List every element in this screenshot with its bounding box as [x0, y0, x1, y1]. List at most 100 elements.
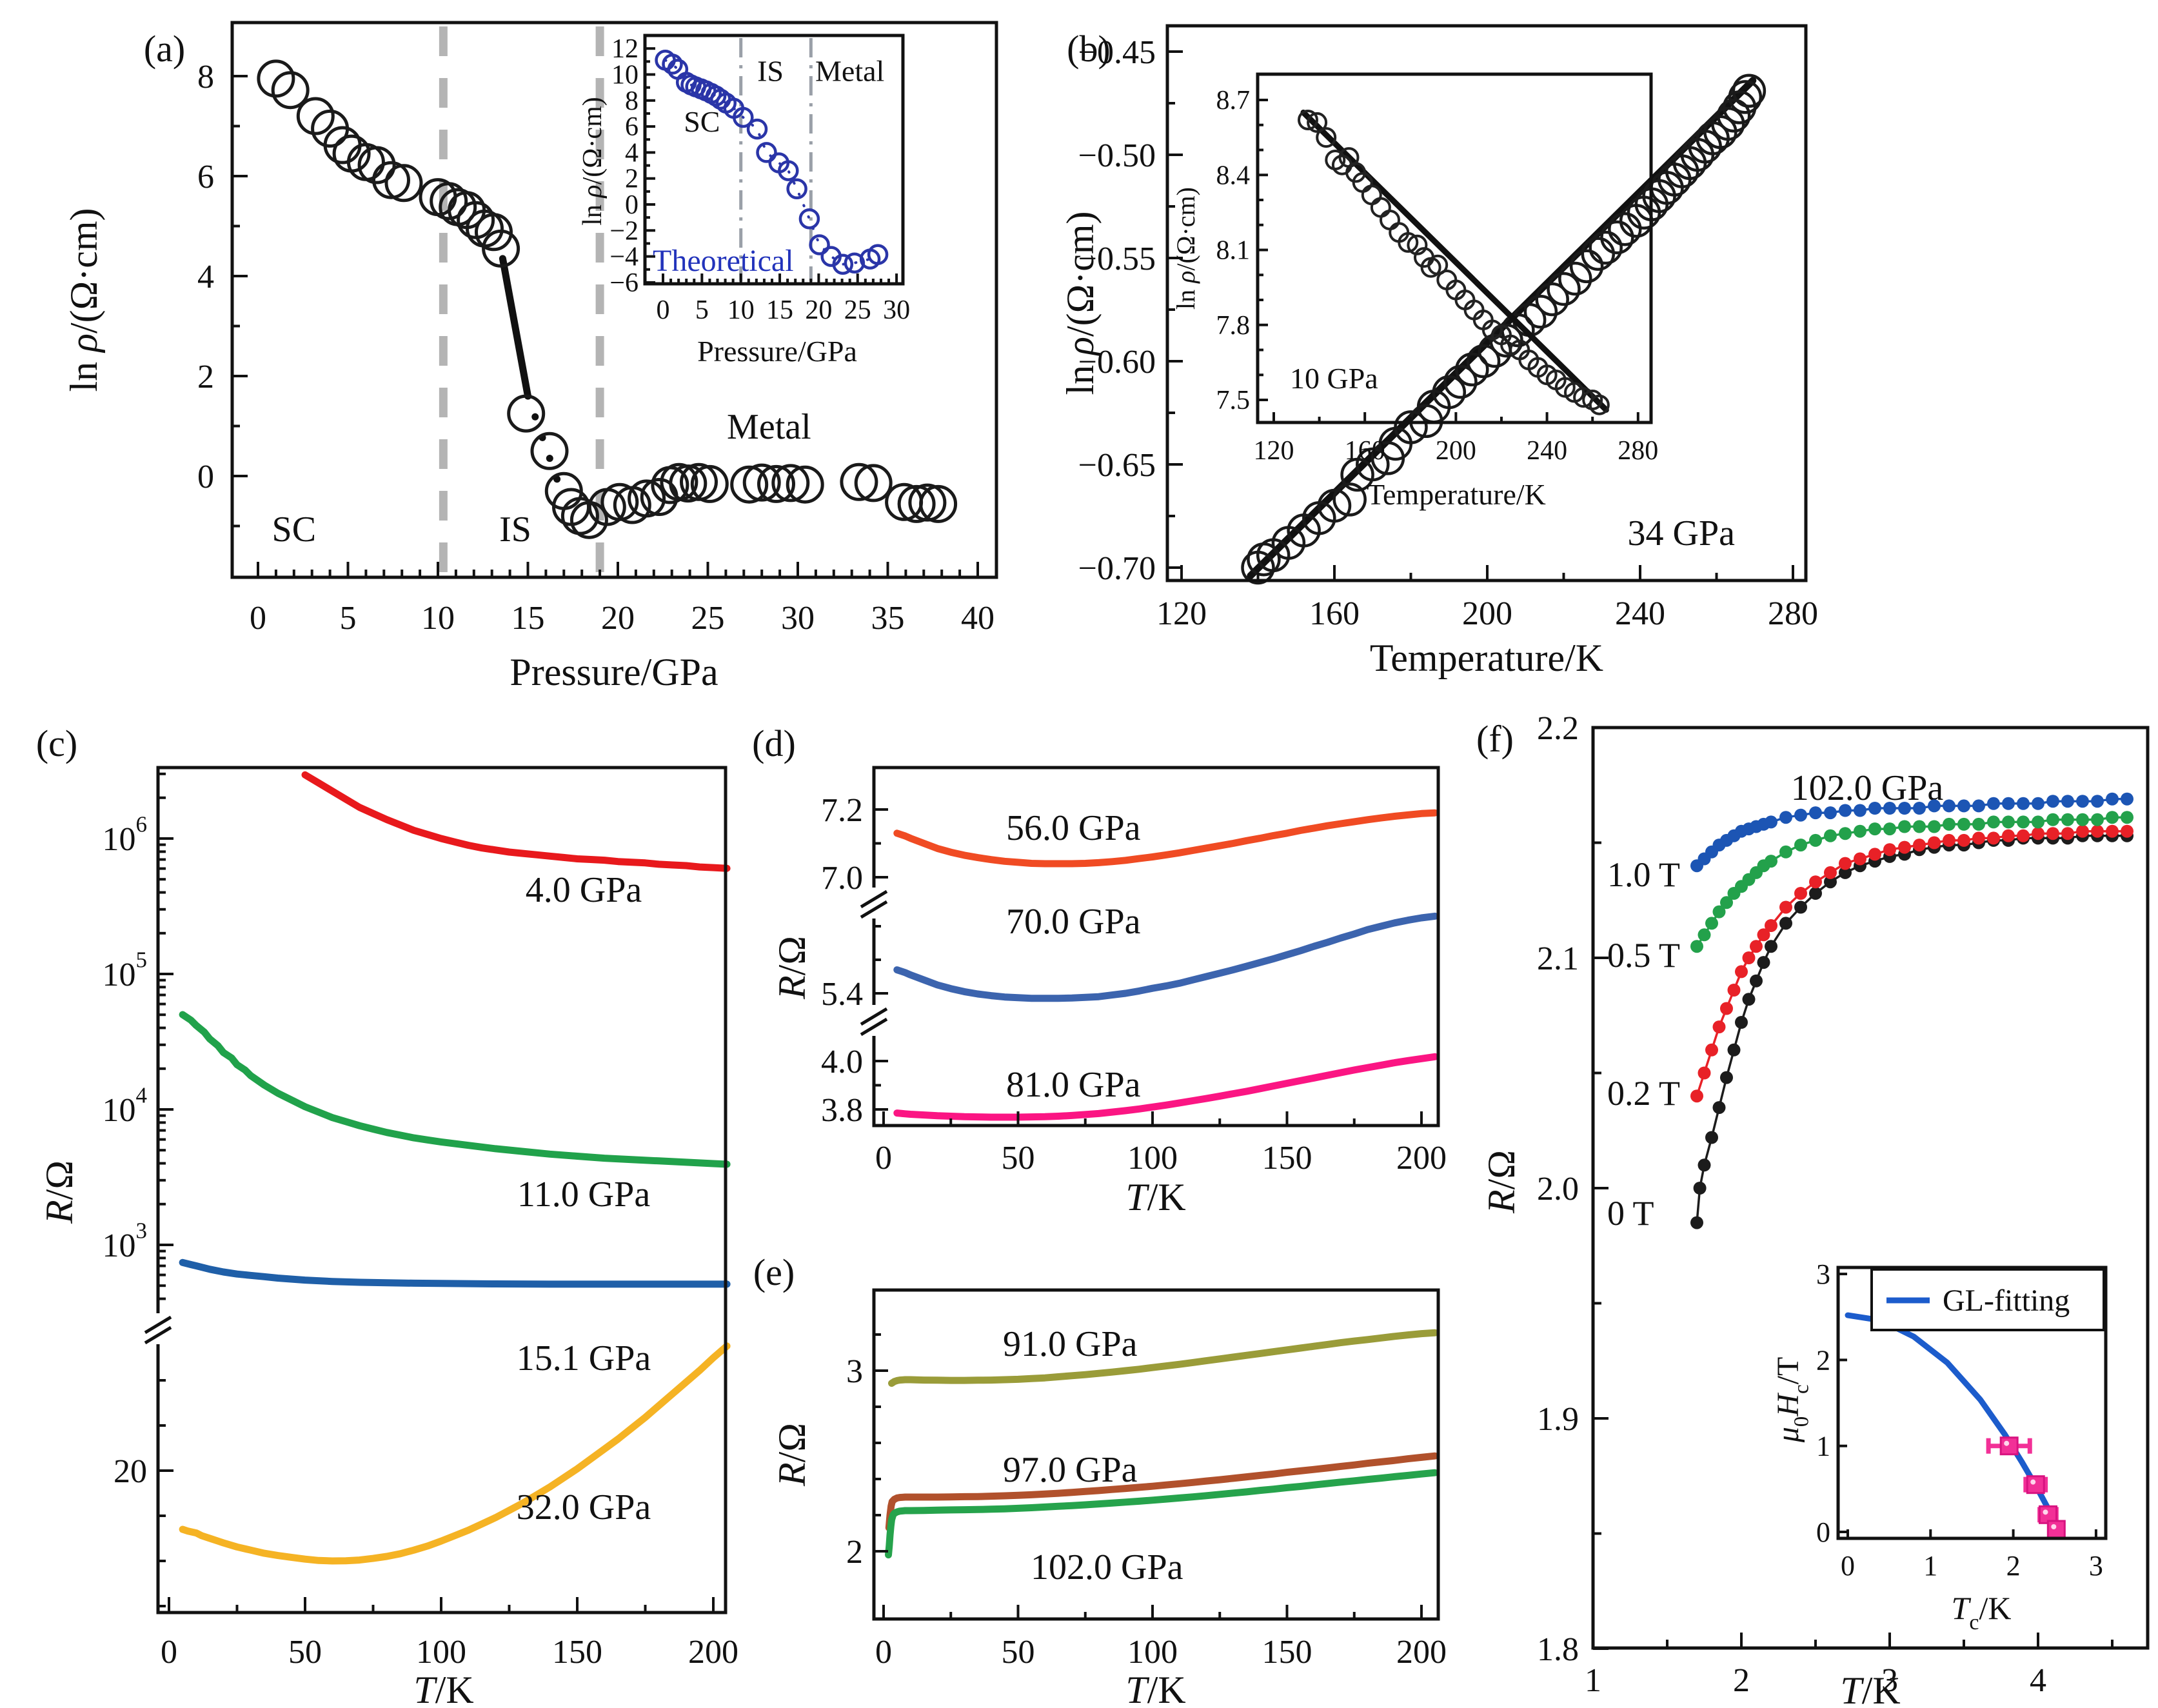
field-label-0.5T: 0.5 T — [1607, 936, 1680, 975]
y-tick-label: 0 — [197, 459, 214, 495]
hc-data-points — [1986, 1436, 2066, 1539]
series-0.2T — [1690, 824, 2133, 1103]
series-label-81gpa: 81.0 GPa — [1006, 1065, 1141, 1105]
plot-frame — [1256, 72, 1653, 424]
y-axis-label: ln ρ/(Ω·cm) — [63, 208, 105, 392]
inset-y-tick: 4 — [625, 138, 638, 168]
y-tick-label: −0.70 — [1078, 550, 1156, 587]
y-tick-label: 4 — [197, 259, 214, 295]
x-axis-label: T/K — [1125, 1669, 1185, 1708]
inset-y-tick: 8.7 — [1216, 86, 1251, 115]
panel-c: (c) 0 50 100 150 200 106 105 104 103 20 R/Ω T/K 4.0 G… — [36, 722, 738, 1708]
series-70-gpa — [893, 912, 1439, 1002]
x-tick-label: 0 — [250, 600, 266, 637]
inset-y-tick: 8.4 — [1216, 161, 1251, 190]
x-tick-label: 150 — [1262, 1140, 1312, 1177]
panel-e: (e) 0 50 100 150 200 3 2 R/Ω T/K 91.0 GPa 97.0 GPa 1… — [753, 1251, 1447, 1708]
series-102-gpa — [885, 1469, 1439, 1559]
connector-0T — [1696, 835, 2128, 1224]
y-tick-label: 8 — [197, 59, 214, 95]
inset-x-label: Pressure/GPa — [697, 335, 857, 368]
x-axis-label: T/K — [413, 1669, 473, 1708]
x-tick-label: 200 — [1396, 1140, 1447, 1177]
panel-d: (d) 0 50 100 150 200 7.2 7.0 5.4 4.0 3.8 R/Ω T/K 56.0… — [752, 722, 1447, 1218]
x-tick-label: 1 — [1585, 1662, 1601, 1699]
y-tick-label: 2.1 — [1537, 940, 1579, 977]
inset-theoretical-points — [655, 50, 889, 275]
panel-tag-b: (b) — [1067, 28, 1111, 70]
x-tick-label: 150 — [1262, 1634, 1312, 1671]
x-tick-label: 100 — [1127, 1634, 1178, 1671]
y-tick-label: 5.4 — [821, 976, 863, 1013]
y-tick-label: −0.45 — [1078, 34, 1156, 71]
inset-y-label: ln ρ/(Ω·cm) — [578, 97, 608, 226]
x-tick-label: 0 — [161, 1634, 177, 1671]
region-label-metal: Metal — [727, 407, 811, 447]
inset-series-10gpa — [1298, 110, 1610, 415]
series-1.0T — [1690, 792, 2133, 873]
series-label-15gpa: 15.1 GPa — [517, 1338, 651, 1378]
series-label-32gpa: 32.0 GPa — [517, 1487, 651, 1527]
legend-label-gl-fitting: GL-fitting — [1943, 1284, 2070, 1318]
x-tick-label: 120 — [1156, 595, 1207, 632]
series-experimental — [257, 59, 958, 539]
y-tick-label: 2.0 — [1537, 1171, 1579, 1207]
y-tick-10e3: 103 — [103, 1218, 148, 1264]
inset-y-tick: 3 — [1816, 1258, 1830, 1290]
inset-x-tick: 0 — [657, 295, 670, 325]
inset-y-tick: −4 — [609, 243, 638, 272]
trend-solid — [499, 255, 531, 400]
x-tick-label: 0 — [875, 1634, 892, 1671]
y-tick-label: 2 — [846, 1534, 863, 1571]
inset-x-tick: 240 — [1527, 436, 1567, 466]
inset-theoretical-label: Theoretical — [653, 244, 794, 278]
inset-x-tick: 200 — [1436, 436, 1476, 466]
inset-y-tick: 6 — [625, 112, 638, 142]
y-tick-20: 20 — [114, 1453, 147, 1490]
y-tick-10e5: 105 — [103, 947, 148, 993]
inset-region-sc: SC — [684, 105, 720, 138]
inset-y-tick: 10 — [611, 61, 638, 90]
x-tick-label: 10 — [421, 600, 455, 637]
x-tick-label: 35 — [871, 600, 905, 637]
inset-x-label: Tc/K — [1952, 1590, 2012, 1634]
series-label-91gpa: 91.0 GPa — [1003, 1324, 1138, 1364]
series-4-gpa — [301, 771, 731, 872]
x-tick-label: 200 — [1462, 595, 1512, 632]
panel-f: (f) 102.0 GPa 1 2 3 4 2.2 2.1 2.0 1.9 1.8 R/Ω T/K 1.0… — [1476, 710, 2150, 1708]
panel-tag-f: (f) — [1476, 718, 1514, 760]
y-tick-label: −0.50 — [1078, 137, 1156, 174]
series-label-56gpa: 56.0 GPa — [1006, 808, 1141, 848]
series-label-102gpa: 102.0 GPa — [1031, 1547, 1183, 1587]
y-axis-label: R/Ω — [38, 1160, 81, 1224]
field-label-0.2T: 0.2 T — [1607, 1074, 1680, 1113]
inset-x-tick: 5 — [695, 295, 709, 325]
region-label-sc: SC — [272, 510, 317, 550]
series-81-gpa — [893, 1053, 1439, 1121]
x-tick-label: 150 — [552, 1634, 602, 1671]
plot-frame — [643, 34, 905, 286]
y-tick-label: 1.9 — [1537, 1401, 1579, 1438]
series-15-gpa — [179, 1258, 731, 1288]
series-97-gpa — [885, 1452, 1439, 1532]
plot-frame — [872, 766, 1440, 1127]
field-label-0T: 0 T — [1607, 1194, 1654, 1233]
inset-y-tick: 2 — [1816, 1344, 1830, 1376]
x-tick-label: 50 — [288, 1634, 322, 1671]
plot-frame — [230, 21, 998, 579]
y-tick-label: 3 — [846, 1353, 863, 1390]
field-label-1.0T: 1.0 T — [1607, 855, 1680, 894]
y-tick-label: −0.65 — [1078, 447, 1156, 484]
plot-frame — [1836, 1266, 2108, 1540]
y-tick-label: 3.8 — [821, 1092, 863, 1129]
inset-y-tick: 8.1 — [1216, 236, 1251, 266]
y-axis-label: R/Ω — [771, 1423, 813, 1487]
inset-x-tick: 3 — [2089, 1550, 2103, 1582]
inset-y-tick: 2 — [625, 164, 638, 194]
x-tick-label: 40 — [961, 600, 995, 637]
inset-x-tick: 280 — [1618, 436, 1658, 466]
inset-y-label: ln ρ/(Ω·cm) — [1171, 187, 1200, 310]
x-tick-label: 100 — [416, 1634, 466, 1671]
